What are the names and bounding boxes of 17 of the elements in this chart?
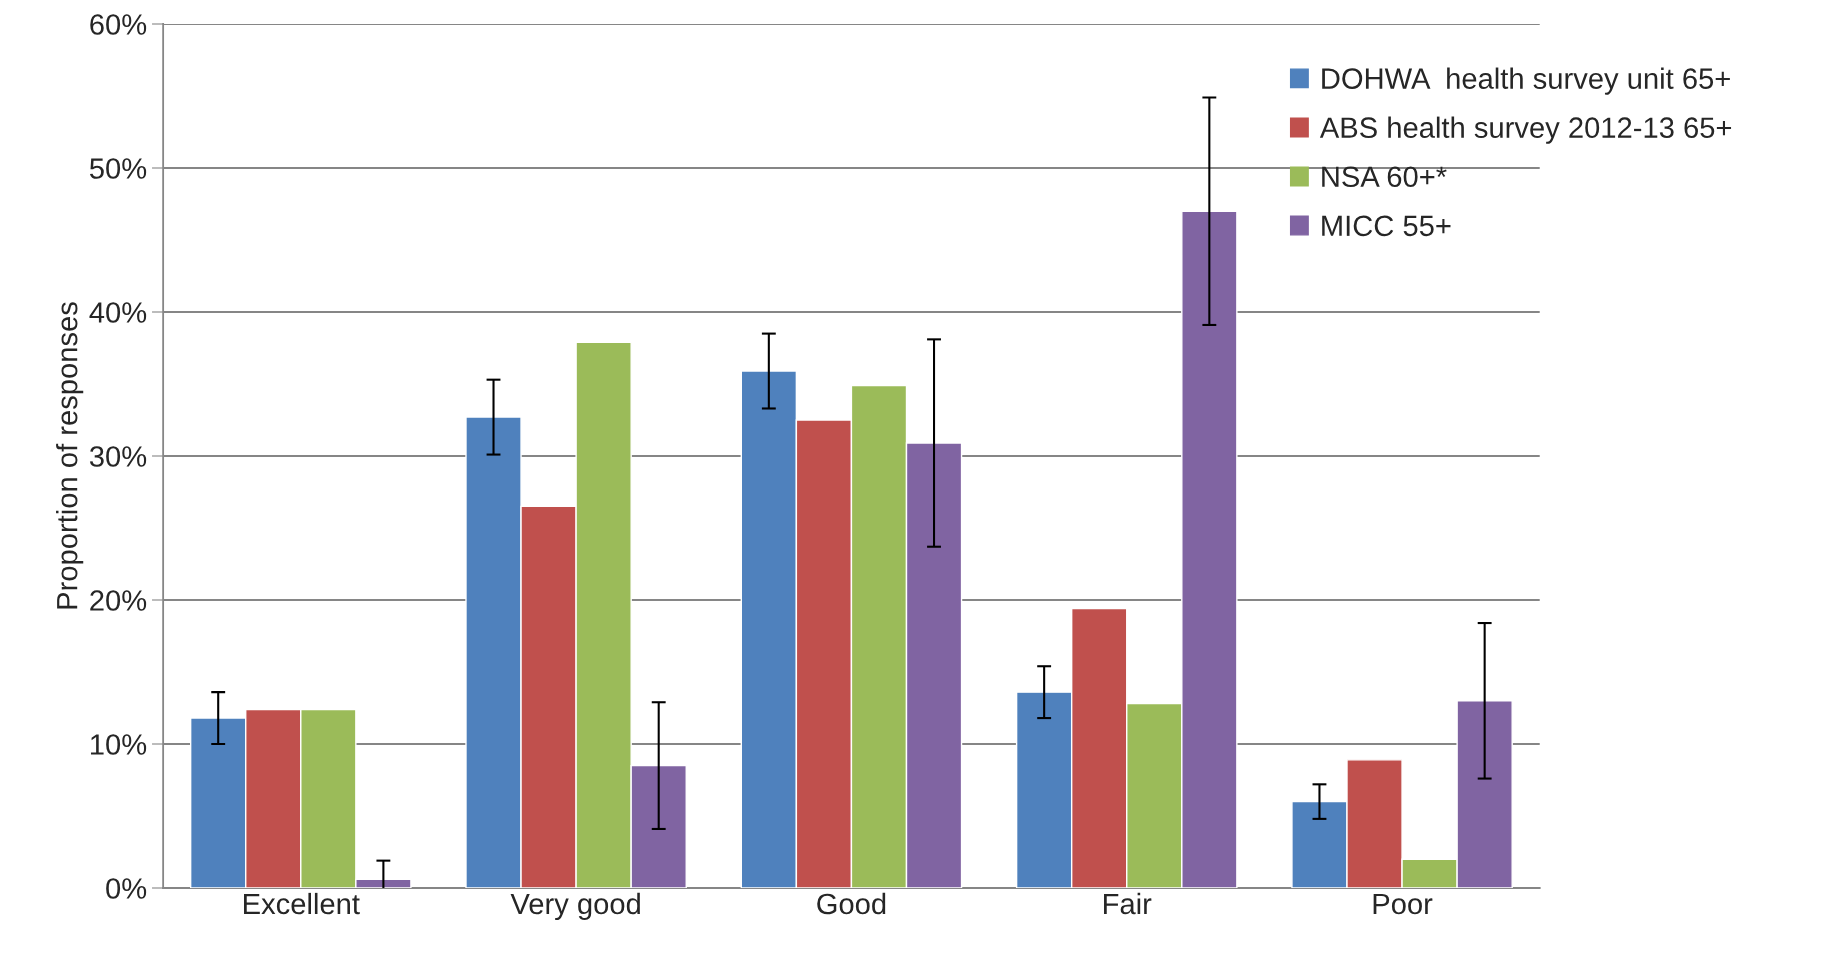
y-tick-label: 0% — [106, 878, 147, 899]
x-tick-label: Fair — [1104, 892, 1152, 915]
y-tick-label: 30% — [89, 446, 147, 467]
x-tick-label: Very good — [510, 892, 640, 921]
legend-label: DOHWA health survey unit 65+ — [1322, 67, 1730, 95]
y-axis-title: Proportion of responses — [56, 302, 84, 609]
x-tick-label: Poor — [1373, 893, 1433, 915]
y-tick-label: 40% — [89, 302, 147, 323]
y-tick-label: 60% — [90, 14, 147, 35]
x-tick-label: Good — [817, 892, 886, 915]
y-tick-label: 20% — [90, 590, 147, 611]
legend-label: ABS health survey 2012-13 65+ — [1319, 116, 1732, 144]
x-tick-label: Excellent — [244, 892, 360, 915]
legend-label: NSA 60+* — [1322, 166, 1447, 188]
y-tick-label: 10% — [91, 734, 147, 755]
y-tick-label: 50% — [89, 158, 147, 179]
legend-label: MICC 55+ — [1322, 215, 1451, 237]
